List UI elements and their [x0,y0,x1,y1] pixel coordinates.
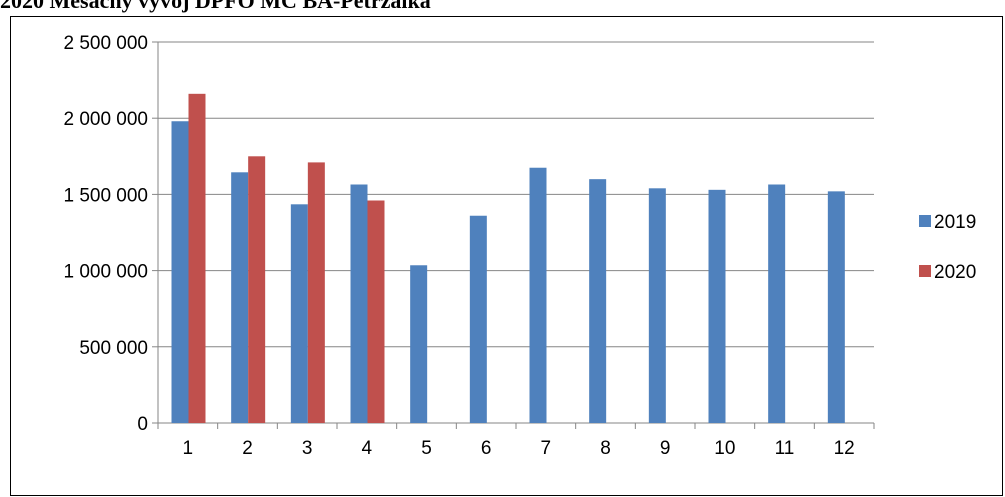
bar-2020-2 [248,156,266,424]
bar-2019-12 [827,191,845,423]
legend: 2019 2020 [919,212,976,283]
bars [171,93,845,424]
x-tick-label: 1 [183,438,194,459]
x-tick-label: 9 [660,438,671,459]
bar-2019-11 [768,184,786,423]
x-tick-label: 11 [775,438,795,459]
bar-2019-10 [708,189,726,423]
y-tick-label: 1 500 000 [63,185,148,206]
legend-label-2019: 2019 [934,212,976,233]
legend-swatch-2019 [919,215,931,227]
y-tick-label: 0 [137,414,148,435]
bar-2020-4 [367,200,385,423]
bar-2019-4 [350,184,368,423]
bar-2019-2 [231,172,249,423]
bar-2019-8 [589,179,607,423]
x-tick-label: 10 [714,438,735,459]
y-tick-label: 1 000 000 [63,262,148,283]
x-tick-label: 12 [834,438,855,459]
bar-chart: 0 500 000 1 000 000 1 500 000 2 000 000 2 500… [63,33,976,459]
bar-2020-3 [307,162,325,423]
x-tick-label: 2 [242,438,253,459]
y-tick-label: 2 500 000 [63,33,148,54]
x-tick-label: 4 [362,438,373,459]
chart-frame: 0 500 000 1 000 000 1 500 000 2 000 000 2 500… [10,16,1003,496]
tick-labels: 0 500 000 1 000 000 1 500 000 2 000 000 2 500… [63,33,854,459]
axes [152,41,875,429]
bar-2019-9 [648,188,666,423]
x-tick-label: 5 [421,438,432,459]
document-title: 2020 Mesačný vývoj DPFO MČ BA-Petržalka [0,0,431,13]
x-tick-label: 8 [600,438,611,459]
legend-swatch-2020 [919,265,931,277]
legend-label-2020: 2020 [934,262,976,283]
bar-2019-7 [529,167,547,423]
gridlines [158,41,874,348]
bar-2019-1 [171,121,189,424]
bar-2019-6 [469,215,487,423]
x-tick-label: 7 [541,438,552,459]
x-tick-label: 3 [302,438,313,459]
bar-2020-1 [188,93,206,423]
bar-2019-5 [410,265,428,423]
y-tick-label: 2 000 000 [63,109,148,130]
x-tick-label: 6 [481,438,492,459]
y-tick-label: 500 000 [79,338,148,359]
bar-2019-3 [290,204,308,423]
